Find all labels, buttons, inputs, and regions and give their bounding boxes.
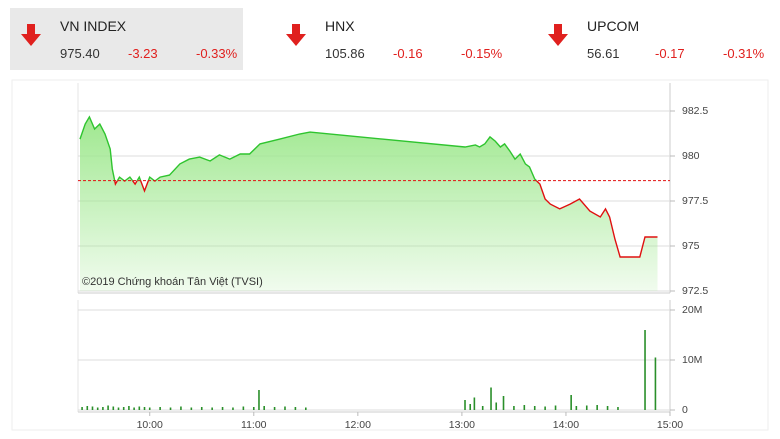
x-tick-label: 10:00: [137, 419, 163, 431]
volume-bar: [606, 406, 609, 410]
panel-frame: [11, 79, 769, 431]
volume-bar: [91, 406, 94, 410]
ticker-name: VN INDEX: [60, 18, 127, 34]
volume-bar: [596, 405, 598, 410]
y-tick-label: 0: [682, 404, 688, 416]
volume-bar: [263, 406, 265, 410]
price-line: [113, 180, 658, 258]
volume-bar: [96, 407, 99, 410]
y-tick-label: 10M: [682, 354, 702, 366]
volume-bar: [284, 406, 286, 410]
volume-bar: [138, 406, 141, 410]
volume-bar: [159, 407, 161, 410]
volume-bar: [523, 405, 526, 410]
volume-bar: [513, 406, 515, 410]
ticker-tile[interactable]: HNX 105.86 -0.16 -0.15%: [275, 8, 508, 70]
y-tick-label: 20M: [682, 304, 702, 316]
x-tick-label: 11:00: [241, 419, 267, 431]
volume-bar: [81, 407, 83, 410]
volume-bar: [617, 407, 619, 410]
volume-bar: [502, 396, 505, 410]
volume-bar: [232, 407, 234, 410]
volume-bar: [112, 406, 115, 410]
volume-bar: [200, 407, 203, 410]
down-arrow: [548, 24, 568, 46]
ticker-change: -3.23: [128, 46, 158, 61]
volume-bar: [464, 400, 466, 410]
volume-bar: [128, 406, 130, 410]
volume-bar: [294, 407, 297, 410]
ticker-percent: -0.15%: [461, 46, 503, 61]
ticker-name: UPCOM: [587, 18, 640, 34]
ticker-percent: -0.31%: [723, 46, 765, 61]
volume-bar: [122, 407, 125, 410]
volume-bar: [570, 395, 572, 410]
volume-bar: [86, 406, 89, 410]
volume-bar: [533, 406, 536, 410]
x-tick-label: 15:00: [657, 419, 683, 431]
ticker-tile[interactable]: UPCOM 56.61 -0.17 -0.31%: [537, 8, 770, 70]
volume-bar: [490, 387, 492, 410]
volume-bar: [481, 406, 484, 410]
area-fill: [80, 116, 658, 292]
ticker-change: -0.17: [655, 46, 685, 61]
volume-bar: [473, 397, 476, 410]
ticker-price: 975.40: [60, 46, 100, 61]
y-tick-label: 977.5: [682, 195, 708, 207]
volume-bar: [169, 407, 172, 410]
x-tick-label: 14:00: [553, 419, 579, 431]
ticker-price: 105.86: [325, 46, 365, 61]
volume-bar: [544, 406, 546, 410]
volume-bar: [221, 407, 224, 410]
volume-bar: [107, 405, 109, 410]
volume-bar: [644, 330, 646, 410]
x-tick-label: 13:00: [449, 419, 475, 431]
volume-bar: [148, 407, 151, 410]
y-tick-label: 975: [682, 240, 700, 252]
down-arrow: [286, 24, 306, 46]
volume-bar: [575, 406, 578, 410]
ticker-name: HNX: [325, 18, 355, 34]
ticker-percent: -0.33%: [196, 46, 238, 61]
volume-bar: [495, 402, 498, 410]
ticker-price: 56.61: [587, 46, 620, 61]
volume-bar: [654, 357, 657, 410]
ticker-tile[interactable]: VN INDEX 975.40 -3.23 -0.33%: [10, 8, 243, 70]
volume-bar: [585, 405, 588, 410]
volume-bar: [554, 405, 557, 410]
ticker-change: -0.16: [393, 46, 423, 61]
volume-bar: [102, 407, 104, 410]
volume-bar: [180, 406, 182, 410]
watermark: ©2019 Chứng khoán Tân Việt (TVSI): [82, 276, 263, 288]
volume-bar: [242, 406, 245, 410]
y-tick-label: 980: [682, 150, 700, 162]
volume-bar: [305, 407, 307, 410]
y-tick-label: 982.5: [682, 105, 708, 117]
volume-bar: [211, 407, 213, 410]
volume-bar: [252, 407, 255, 410]
volume-bar: [469, 404, 472, 410]
x-tick-label: 12:00: [345, 419, 371, 431]
volume-bar: [190, 407, 193, 410]
down-arrow: [21, 24, 41, 46]
y-tick-label: 972.5: [682, 285, 708, 297]
volume-bar: [273, 407, 276, 410]
volume-bar: [143, 407, 146, 410]
volume-bar: [117, 407, 120, 410]
volume-bar: [258, 390, 260, 410]
volume-bar: [133, 407, 135, 410]
